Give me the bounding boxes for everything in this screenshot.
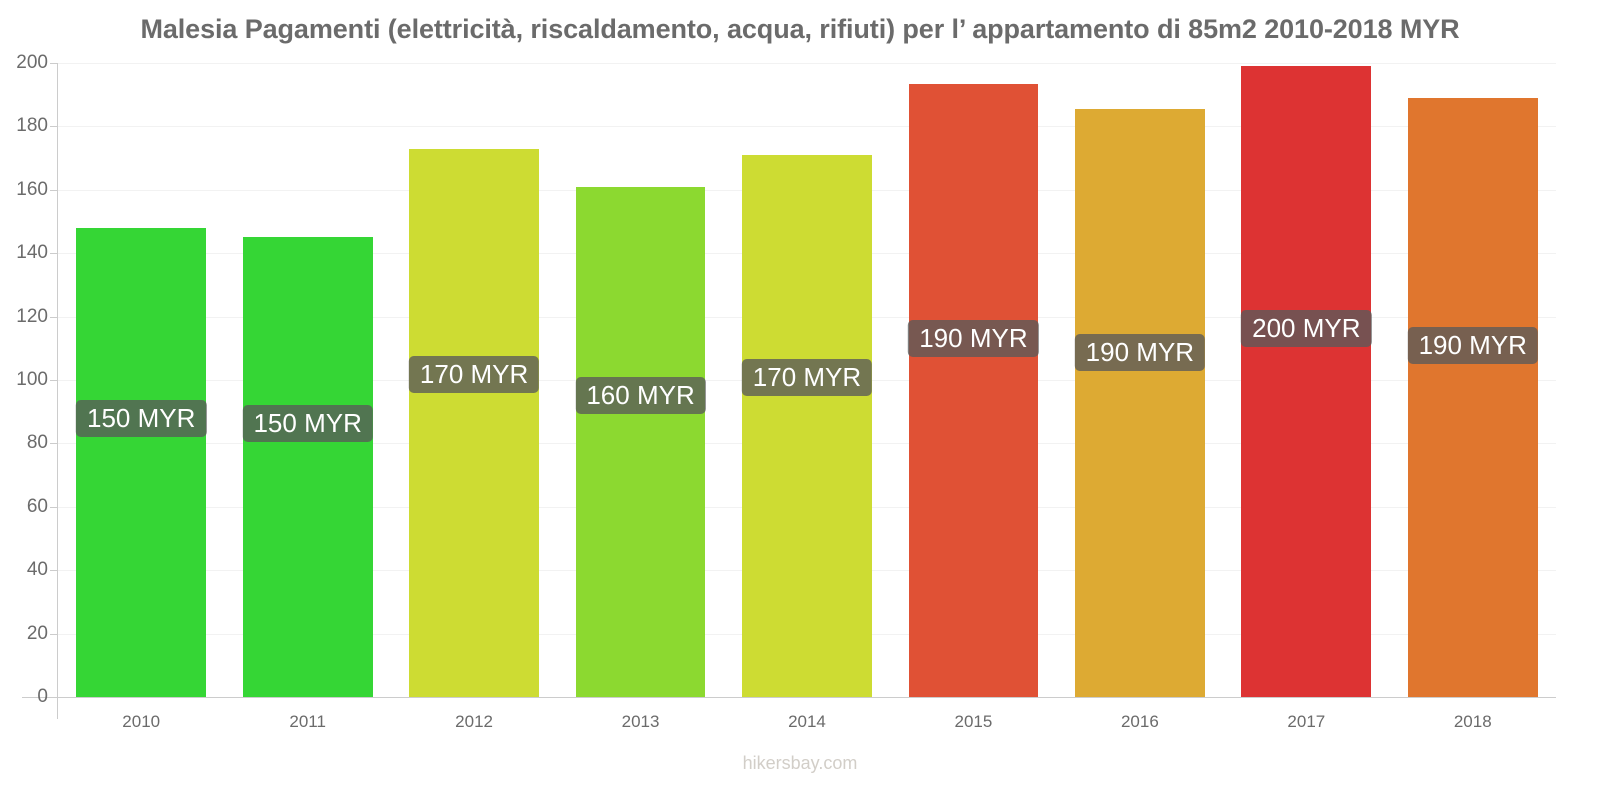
bar-value-label: 150 MYR	[242, 404, 373, 442]
y-axis-tick-mark	[50, 570, 58, 572]
gridline	[58, 63, 1556, 64]
y-axis-tick-mark	[50, 633, 58, 635]
bar-group[interactable]: 170 MYR	[408, 63, 540, 697]
y-axis-tick-label: 60	[26, 495, 48, 517]
y-axis-tick-mark	[50, 63, 58, 64]
bar-value-label: 190 MYR	[1074, 333, 1206, 371]
y-axis-tick-label: 20	[26, 622, 48, 644]
y-axis-tick-mark	[50, 253, 58, 255]
y-axis-tick-label: 80	[26, 432, 48, 454]
bar[interactable]	[575, 186, 706, 697]
bar[interactable]	[908, 83, 1039, 697]
bar-value-label: 190 MYR	[1407, 327, 1538, 365]
x-axis-tick-label: 2010	[122, 712, 161, 731]
y-axis-tick-label: 120	[16, 305, 48, 327]
y-axis-tick-mark	[50, 506, 58, 508]
bar-group[interactable]: 150 MYR	[242, 63, 373, 697]
bar-group[interactable]: 170 MYR	[741, 63, 873, 697]
x-axis-tick-label: 2012	[455, 712, 493, 731]
bar-group[interactable]: 190 MYR	[1074, 63, 1206, 697]
gridline	[58, 126, 1556, 128]
bar-value-label: 170 MYR	[408, 355, 540, 393]
y-axis-tick-label: 140	[16, 242, 48, 264]
y-axis-tick-label: 180	[16, 115, 48, 137]
x-axis-tick-label: 2015	[954, 712, 993, 731]
bar-value-label: 160 MYR	[575, 376, 706, 414]
y-axis-tick-label: 40	[26, 559, 48, 581]
y-axis-tick-mark	[50, 189, 58, 191]
x-axis-tick-label: 2013	[621, 712, 660, 731]
bar-value-label: 170 MYR	[741, 359, 873, 397]
x-axis-tick-label: 2017	[1287, 712, 1326, 731]
bar-value-label: 190 MYR	[908, 319, 1039, 357]
bar-group[interactable]: 150 MYR	[76, 63, 207, 697]
y-axis-tick-label: 100	[16, 369, 48, 390]
bar-value-label: 150 MYR	[76, 399, 207, 437]
bar-group[interactable]: 190 MYR	[1407, 63, 1538, 697]
y-axis-tick-mark	[50, 697, 58, 698]
bar-value-label: 200 MYR	[1241, 309, 1372, 347]
chart-title: Malesia Pagamenti (elettricità, riscalda…	[140, 14, 1460, 44]
bar[interactable]	[409, 148, 539, 697]
x-axis-line	[22, 697, 1556, 698]
y-axis-tick-mark	[50, 380, 58, 381]
x-axis-tick-label: 2011	[289, 712, 326, 731]
x-axis-origin-tick	[57, 697, 58, 719]
bar[interactable]	[242, 237, 373, 697]
x-axis-tick-label: 2016	[1120, 712, 1159, 731]
bar[interactable]	[76, 227, 207, 697]
bar[interactable]	[1241, 66, 1372, 697]
y-axis-tick-mark	[50, 316, 58, 318]
source-credit: hikersbay.com	[742, 753, 858, 773]
y-axis-tick-label: 160	[16, 178, 48, 200]
bar-group[interactable]: 200 MYR	[1241, 63, 1372, 697]
bars-layer: 150 MYR 150 MYR 170 MYR 160 MYR 170 MYR 190 M…	[58, 63, 1556, 697]
bar-group[interactable]: 160 MYR	[575, 63, 706, 697]
bar[interactable]	[742, 154, 872, 697]
bar[interactable]	[1074, 108, 1205, 697]
y-axis-tick-mark	[50, 126, 58, 128]
y-axis-tick-label: 200	[16, 52, 48, 73]
bar[interactable]	[1407, 97, 1538, 697]
x-axis-tick-label: 2014	[788, 712, 826, 731]
y-axis-tick-mark	[50, 443, 58, 445]
bar-group[interactable]: 190 MYR	[908, 63, 1039, 697]
y-axis-tick-label: 0	[37, 686, 48, 707]
x-axis-tick-label: 2018	[1453, 712, 1492, 731]
